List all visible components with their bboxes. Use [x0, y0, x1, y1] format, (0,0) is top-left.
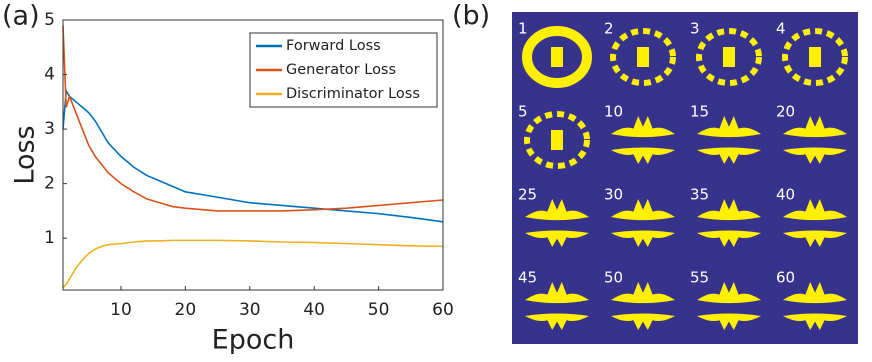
pattern-shape — [611, 313, 675, 330]
pattern-shape — [783, 230, 847, 247]
pattern-shape — [525, 313, 589, 330]
axes-box — [62, 19, 444, 291]
x-tick-label: 50 — [368, 300, 390, 320]
y-tick-label: 2 — [44, 174, 55, 194]
image-label: 2 — [604, 20, 614, 38]
x-tick-label: 60 — [432, 300, 454, 320]
panel-label: (a) — [2, 1, 40, 32]
y-tick-label: 5 — [44, 10, 55, 30]
x-tick-label: 40 — [303, 300, 325, 320]
image-label: 35 — [690, 186, 709, 204]
image-label: 4 — [776, 20, 786, 38]
pattern-shape — [697, 116, 761, 138]
pattern-shape — [525, 230, 589, 247]
pattern-shape — [783, 313, 847, 330]
image-label: 45 — [518, 269, 537, 287]
pattern-shape — [611, 199, 675, 221]
pattern-shape — [696, 28, 762, 86]
pattern-shape — [782, 28, 848, 86]
image-label: 40 — [776, 186, 795, 204]
pattern-shape — [525, 199, 589, 221]
line-chart: 10 20 30 40 50 60 1 2 3 4 5 Epoch Loss Forward Loss Ge… — [10, 10, 454, 356]
panel-label: (b) — [452, 1, 490, 32]
pattern-shape — [809, 47, 821, 67]
pattern-shape — [522, 26, 592, 88]
pattern-shape — [611, 147, 675, 164]
pattern-shape — [611, 282, 675, 304]
legend-label: Discriminator Loss — [286, 86, 420, 102]
pattern-shape — [783, 282, 847, 304]
pattern-shape — [551, 130, 563, 150]
pattern-shape — [697, 199, 761, 221]
series-line — [62, 239, 444, 288]
image-label: 15 — [690, 103, 709, 121]
pattern-shape — [783, 147, 847, 164]
pattern-shape — [783, 116, 847, 138]
image-label: 5 — [518, 103, 528, 121]
image-label: 60 — [776, 269, 795, 287]
y-tick-label: 1 — [44, 228, 55, 248]
pattern-shape — [610, 28, 676, 86]
pattern-shape — [611, 230, 675, 247]
image-label: 20 — [776, 103, 795, 121]
pattern-shape — [551, 47, 563, 67]
pattern-shape — [697, 230, 761, 247]
image-grid-background — [512, 12, 858, 344]
pattern-shape — [611, 116, 675, 138]
pattern-shape — [525, 282, 589, 304]
x-tick-label: 30 — [239, 300, 261, 320]
image-label: 25 — [518, 186, 537, 204]
pattern-shape — [783, 199, 847, 221]
image-label: 55 — [690, 269, 709, 287]
pattern-shape — [723, 47, 735, 67]
pattern-shape — [697, 282, 761, 304]
image-label: 50 — [604, 269, 623, 287]
legend-label: Forward Loss — [286, 38, 381, 54]
y-axis-label: Loss — [10, 125, 41, 184]
x-tick-label: 20 — [175, 300, 197, 320]
x-axis-label: Epoch — [212, 325, 295, 356]
x-tick-label: 10 — [110, 300, 132, 320]
pattern-shape — [637, 47, 649, 67]
pattern-shape — [524, 111, 590, 169]
image-label: 10 — [604, 103, 623, 121]
series-line — [62, 25, 444, 212]
y-tick-label: 4 — [44, 65, 55, 85]
y-tick-label: 3 — [44, 119, 55, 139]
image-label: 30 — [604, 186, 623, 204]
image-label: 1 — [518, 20, 528, 38]
pattern-shape — [697, 313, 761, 330]
pattern-shape — [697, 147, 761, 164]
legend-label: Generator Loss — [286, 62, 396, 78]
image-label: 3 — [690, 20, 700, 38]
